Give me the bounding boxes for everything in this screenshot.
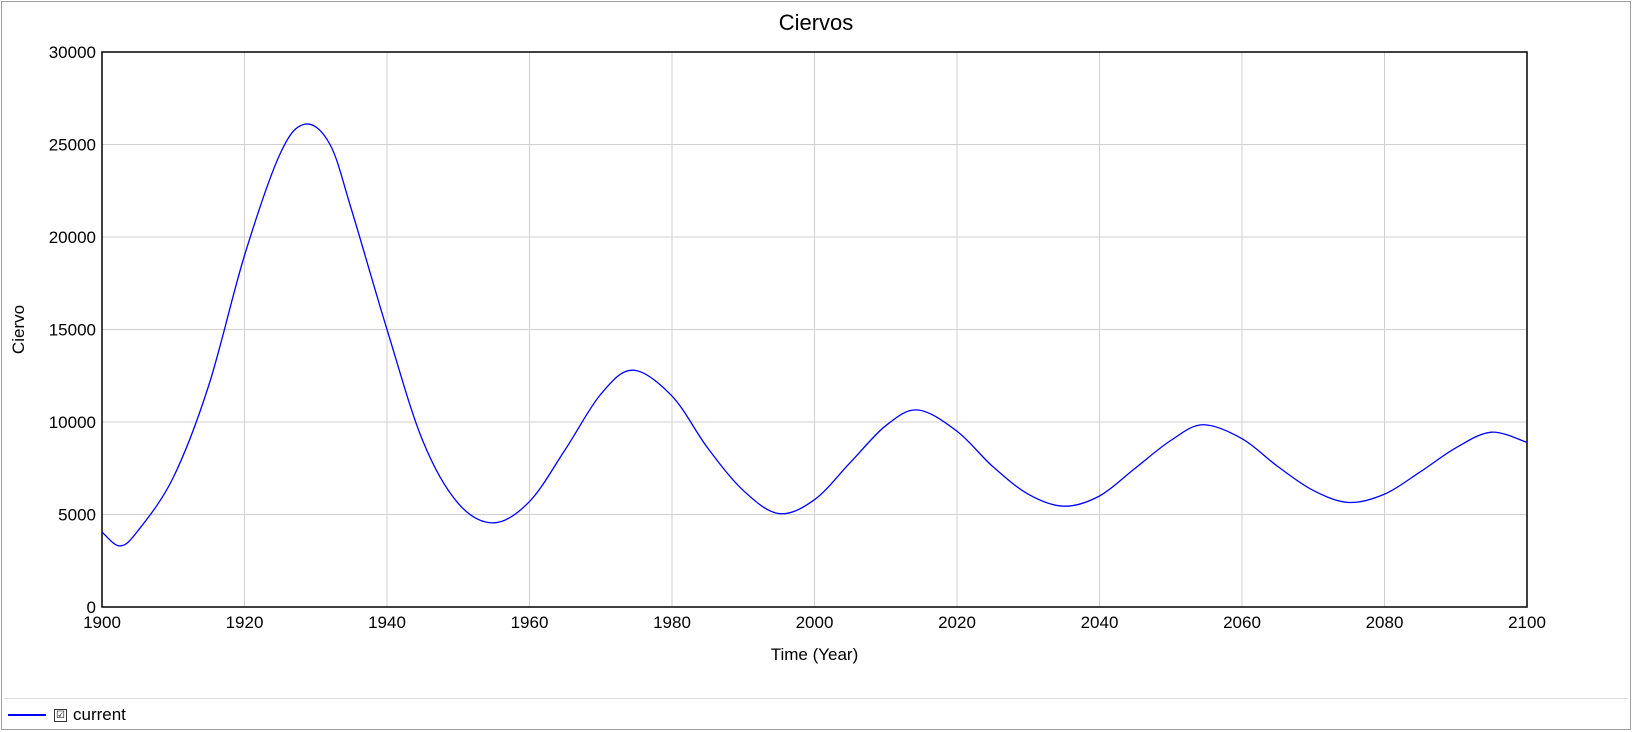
legend-label-current: current: [73, 705, 126, 724]
x-tick-label: 1980: [653, 613, 691, 632]
y-tick-label: 5000: [58, 506, 96, 525]
legend-swatch-current: [8, 714, 46, 716]
legend-checkbox[interactable]: ☑: [54, 708, 67, 722]
x-tick-label: 1920: [226, 613, 264, 632]
x-tick-label: 2080: [1366, 613, 1404, 632]
y-tick-label: 15000: [49, 321, 96, 340]
y-axis-title: Ciervo: [9, 305, 28, 354]
x-tick-label: 1960: [511, 613, 549, 632]
y-tick-label: 25000: [49, 136, 96, 155]
x-tick-label: 2020: [938, 613, 976, 632]
plot-area: 1900 1920 1940 1960 1980 2000 2020 2040 2060 2080…: [9, 43, 1546, 664]
x-tick-label: 2000: [796, 613, 834, 632]
x-tick-label: 1900: [83, 613, 121, 632]
x-tick-label: 2100: [1508, 613, 1546, 632]
x-tick-label: 1940: [368, 613, 406, 632]
chart-title: Ciervos: [778, 10, 854, 35]
series-line-current: [101, 123, 1528, 547]
legend[interactable]: ☑ current: [8, 704, 126, 726]
legend-divider: [4, 698, 1628, 699]
y-tick-label: 0: [87, 598, 96, 617]
y-tick-label: 30000: [49, 43, 96, 62]
y-tick-label: 10000: [49, 413, 96, 432]
x-tick-label: 2060: [1223, 613, 1261, 632]
x-axis-title: Time (Year): [771, 645, 859, 664]
x-tick-label: 2040: [1081, 613, 1119, 632]
y-tick-label: 20000: [49, 228, 96, 247]
plot-frame: [101, 51, 1528, 608]
